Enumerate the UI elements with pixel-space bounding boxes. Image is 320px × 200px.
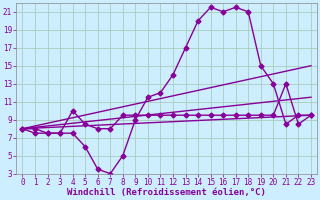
X-axis label: Windchill (Refroidissement éolien,°C): Windchill (Refroidissement éolien,°C) xyxy=(67,188,266,197)
